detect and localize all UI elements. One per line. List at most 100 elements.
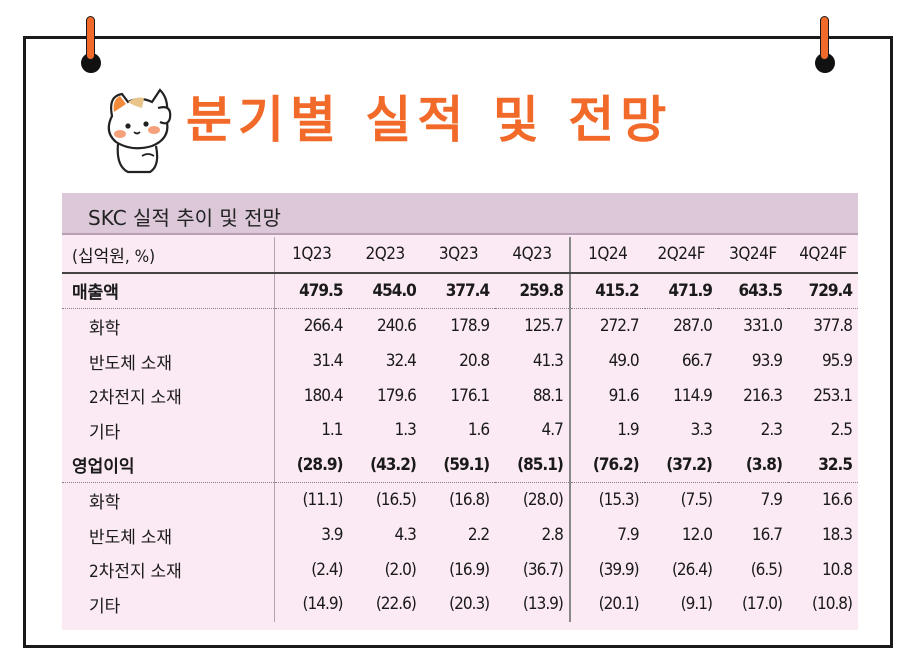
table-cell: 4.3 (394, 525, 417, 546)
table-row: 기타 1.1 1.3 1.6 4.7 1.9 3.3 2.3 2.5 (62, 412, 858, 448)
table-cell: 454.0 (348, 272, 422, 310)
table-cell: 3.3 (690, 420, 713, 441)
column-header: 3Q24F (717, 237, 788, 274)
table-cell: 287.0 (673, 316, 713, 337)
column-header: 3Q23 (421, 237, 496, 274)
row-label: 화학 (89, 318, 121, 339)
table-cell: 41.3 (532, 351, 564, 372)
table-cell: 240.6 (377, 316, 417, 337)
binder-pin-left-icon (86, 16, 95, 60)
table-header-row: (십억원, %) 1Q23 2Q23 3Q23 4Q23 1Q24 2Q24F … (62, 237, 858, 274)
table-cell: 180.4 (273, 378, 349, 413)
table-cell: 377.8 (813, 316, 853, 337)
table-cell: 4.7 (541, 420, 564, 441)
table-cell: (7.5) (680, 490, 713, 511)
table-cell: 66.7 (681, 351, 713, 372)
table-cell: 2.8 (541, 525, 564, 546)
table-cell: (16.9) (449, 559, 490, 580)
table-cell: 479.5 (273, 272, 349, 310)
table-row: 기타 (14.9) (22.6) (20.3) (13.9) (20.1) (9.1) (17… (62, 586, 858, 622)
table-cell: 1.6 (467, 420, 490, 441)
table-row: 화학 266.4 240.6 178.9 125.7 272.7 287.0 331.0 377… (62, 308, 858, 344)
table-row: 2차전지 소재 180.4 179.6 176.1 88.1 91.6 114.9 216.3… (62, 378, 858, 413)
table-cell: (85.1) (495, 447, 570, 484)
table-cell: 471.9 (644, 272, 718, 310)
table-cell: (2.4) (273, 552, 349, 587)
table-cell: 31.4 (273, 343, 349, 379)
table-cell: 88.1 (532, 385, 564, 406)
table-cell: (13.9) (522, 594, 564, 615)
row-label: 반도체 소재 (89, 353, 173, 374)
table-cell: 49.0 (568, 343, 645, 379)
table-cell: (15.3) (568, 482, 645, 518)
table-cell: (22.6) (375, 594, 417, 615)
table-cell: 16.6 (821, 490, 853, 511)
table-cell: 125.7 (524, 316, 564, 337)
table-cell: 7.9 (568, 517, 645, 553)
table-cell: 1.9 (568, 412, 645, 448)
row-label: 반도체 소재 (89, 527, 173, 548)
table-cell: 2.5 (830, 420, 853, 441)
column-header: 2Q23 (348, 237, 422, 274)
row-label: 영업이익 (62, 447, 275, 484)
table-row: 반도체 소재 3.9 4.3 2.2 2.8 7.9 12.0 16.7 18.3 (62, 517, 858, 553)
earnings-table: (십억원, %) 1Q23 2Q23 3Q23 4Q23 1Q24 2Q24F … (62, 237, 858, 622)
unit-label: (십억원, %) (62, 237, 275, 274)
table-cell: (17.0) (741, 594, 783, 615)
table-row: 매출액 479.5 454.0 377.4 259.8 415.2 471.9 643.5 72… (62, 272, 858, 310)
table-cell: 178.9 (450, 316, 490, 337)
column-header: 1Q23 (273, 237, 349, 274)
table-cell: 415.2 (568, 272, 645, 310)
table-cell: (76.2) (568, 447, 645, 484)
table-cell: (20.1) (568, 586, 645, 622)
table-cell: (6.5) (750, 559, 783, 580)
table-cell: 2.3 (760, 420, 783, 441)
cat-mascot-icon (98, 86, 184, 182)
table-cell: 643.5 (717, 272, 788, 310)
table-cell: 32.5 (787, 447, 858, 484)
table-cell: (20.3) (449, 594, 490, 615)
table-cell: 12.0 (681, 525, 713, 546)
table-cell: 176.1 (450, 385, 490, 406)
table-cell: 114.9 (673, 385, 713, 406)
table-cell: 20.8 (459, 351, 490, 372)
table-cell: 1.3 (394, 420, 417, 441)
table-cell: (3.8) (717, 447, 788, 484)
table-cell: 10.8 (821, 559, 853, 580)
table-cell: (16.5) (375, 490, 417, 511)
table-cell: 93.9 (751, 351, 783, 372)
earnings-table-panel: SKC 실적 추이 및 전망 (십억원, %) 1Q23 2Q23 3Q23 4… (62, 193, 858, 630)
table-cell: (37.2) (644, 447, 718, 484)
table-cell: 91.6 (568, 378, 645, 413)
table-cell: 16.7 (751, 525, 783, 546)
table-row: 화학 (11.1) (16.5) (16.8) (28.0) (15.3) (7.5) 7.9… (62, 482, 858, 518)
table-cell: 377.4 (421, 272, 496, 310)
table-cell: 3.9 (273, 517, 349, 553)
column-header: 4Q24F (787, 237, 858, 274)
table-cell: (2.0) (384, 559, 417, 580)
row-label: 2차전지 소재 (89, 562, 182, 583)
table-cell: 7.9 (760, 490, 783, 511)
row-label: 기타 (89, 422, 121, 443)
row-label: 화학 (89, 492, 121, 513)
table-cell: (9.1) (680, 594, 713, 615)
table-cell: (28.9) (273, 447, 349, 484)
column-header: 1Q24 (568, 237, 645, 274)
column-header: 2Q24F (644, 237, 718, 274)
table-cell: (39.9) (568, 552, 645, 587)
table-cell: (10.8) (812, 594, 853, 615)
table-cell: (11.1) (273, 482, 349, 518)
table-cell: 259.8 (495, 272, 570, 310)
table-cell: 272.7 (568, 308, 645, 344)
table-cell: (28.0) (522, 490, 564, 511)
table-cell: (26.4) (671, 559, 713, 580)
page-title: 분기별 실적 및 전망 (186, 91, 673, 149)
table-row: 영업이익 (28.9) (43.2) (59.1) (85.1) (76.2) (37.2)… (62, 447, 858, 484)
table-cell: 18.3 (821, 525, 853, 546)
table-cell: 95.9 (821, 351, 853, 372)
table-row: 반도체 소재 31.4 32.4 20.8 41.3 49.0 66.7 93.9 95.9 (62, 343, 858, 379)
table-cell: (36.7) (522, 559, 564, 580)
table-cell: (16.8) (449, 490, 490, 511)
table-cell: 1.1 (273, 412, 349, 448)
table-caption-bar: SKC 실적 추이 및 전망 (62, 193, 858, 235)
